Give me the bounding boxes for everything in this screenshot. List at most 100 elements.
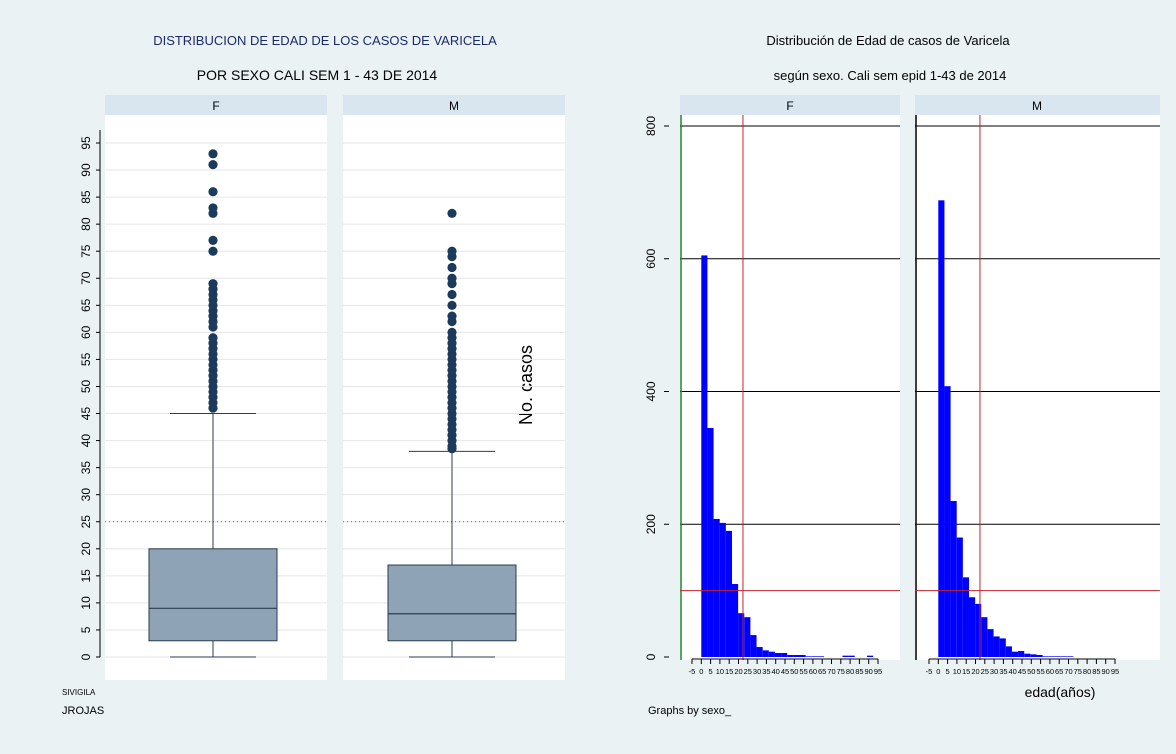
box-f-outlier [208, 187, 218, 197]
hist-f-bar [744, 617, 751, 657]
box-m-iqr-box [387, 564, 517, 642]
hist-m-bar [1030, 654, 1037, 657]
hist-f-bar [756, 647, 763, 657]
box-f-iqr-box [148, 548, 278, 642]
hist-f-x-tick-label: 30 [753, 667, 761, 676]
hist-f-bar [781, 653, 788, 657]
hist-y-tick-label: 0 [644, 653, 658, 660]
box-m-outlier [447, 311, 457, 321]
hist-m-x-tick-label: 45 [1018, 667, 1026, 676]
note-graphs-by: Graphs by sexo_ [648, 705, 732, 717]
box-panel-m-header [343, 95, 565, 115]
hist-x-axis-label: edad(años) [1025, 684, 1096, 700]
hist-f-bar [701, 255, 708, 657]
box-y-tick-label: 35 [79, 461, 93, 475]
hist-f-x-tick-label: 75 [837, 667, 845, 676]
hist-panel-f-header [680, 95, 900, 115]
right-chart-title: Distribución de Edad de casos de Varicel… [766, 33, 1010, 48]
hist-y-tick-label: 800 [644, 116, 658, 136]
hist-m-x-tick-label: 95 [1111, 667, 1119, 676]
box-panel-f-header [105, 95, 327, 115]
hist-m-x-tick-label: 60 [1046, 667, 1054, 676]
hist-m-bar [1067, 656, 1074, 657]
box-f-outlier [208, 235, 218, 245]
box-y-tick-label: 90 [79, 163, 93, 177]
hist-f-x-tick-label: 35 [762, 667, 770, 676]
box-y-tick-label: 70 [79, 271, 93, 285]
hist-f-x-tick-label: 15 [725, 667, 733, 676]
hist-f-x-tick-label: 45 [781, 667, 789, 676]
hist-f-bar [762, 650, 769, 657]
box-f-outlier [208, 279, 218, 289]
hist-f-bar [719, 522, 726, 657]
hist-m-bar [962, 577, 969, 657]
hist-m-bar [993, 636, 1000, 657]
hist-f-x-tick-label: 85 [855, 667, 863, 676]
hist-f-x-tick-label: 65 [818, 667, 826, 676]
hist-m-x-tick-label: 40 [1009, 667, 1017, 676]
hist-f-bar [713, 518, 720, 657]
note-jrojas: JROJAS [62, 705, 104, 717]
hist-f-x-tick-label: 20 [734, 667, 742, 676]
hist-f-x-tick-label: 25 [744, 667, 752, 676]
hist-f-x-tick-label: 10 [716, 667, 724, 676]
hist-f-bar [805, 656, 812, 657]
hist-f-x-tick-label: 60 [809, 667, 817, 676]
hist-f-bar [799, 655, 806, 657]
hist-f-x-tick-label: 50 [790, 667, 798, 676]
left-chart-subtitle: POR SEXO CALI SEM 1 - 43 DE 2014 [197, 67, 438, 83]
hist-m-x-tick-label: 35 [999, 667, 1007, 676]
hist-f-bar [774, 653, 782, 657]
box-y-tick-label: 65 [79, 298, 93, 312]
box-m-outlier [447, 262, 457, 273]
hist-m-bar [1005, 646, 1012, 657]
hist-m-x-tick-label: 85 [1092, 667, 1100, 676]
left-chart-title: DISTRIBUCION DE EDAD DE LOS CASOS DE VAR… [153, 33, 497, 48]
box-y-tick-label: 50 [79, 379, 93, 393]
hist-y-tick-label: 600 [644, 248, 658, 268]
hist-m-x-tick-label: -5 [926, 667, 933, 676]
hist-f-x-tick-label: 95 [874, 667, 882, 676]
hist-m-x-tick-label: 90 [1102, 667, 1110, 676]
hist-f-bar [731, 583, 739, 657]
hist-m-bar [999, 638, 1006, 657]
hist-m-bar [956, 537, 963, 657]
hist-m-bar [1011, 651, 1019, 657]
hist-m-bar [938, 200, 945, 657]
box-y-tick-label: 15 [79, 569, 93, 583]
hist-m-bar [975, 603, 982, 657]
box-f-outlier [208, 203, 218, 213]
hist-m-bar [944, 386, 951, 657]
box-m-outlier [447, 273, 457, 283]
hist-panel-m-header [915, 95, 1160, 115]
hist-f-x-tick-label: 80 [846, 667, 854, 676]
hist-m-x-tick-label: 10 [953, 667, 961, 676]
hist-m-bar [968, 597, 976, 657]
box-f-outlier [208, 246, 218, 256]
hist-f-bar [750, 635, 757, 657]
hist-f-x-tick-label: 5 [709, 667, 713, 676]
hist-m-x-tick-label: 25 [981, 667, 989, 676]
box-f-outlier [208, 160, 218, 170]
box-m-outlier [447, 289, 457, 300]
hist-f-bar [707, 428, 714, 657]
hist-f-bar [787, 655, 794, 657]
box-y-tick-label: 10 [79, 596, 93, 610]
hist-f-bar [842, 655, 849, 657]
box-panel-m-label: M [449, 99, 459, 113]
box-y-tick-label: 75 [79, 244, 93, 258]
box-f-outlier [208, 149, 218, 159]
hist-f-x-tick-label: 0 [699, 667, 703, 676]
hist-f-bar [793, 655, 800, 657]
hist-m-x-tick-label: 55 [1036, 667, 1044, 676]
hist-m-x-tick-label: 80 [1083, 667, 1091, 676]
hist-m-bar [1054, 656, 1062, 657]
box-y-tick-label: 80 [79, 217, 93, 231]
hist-f-bar [848, 655, 855, 657]
hist-y-tick-label: 400 [644, 381, 658, 401]
hist-panel-f-label: F [786, 99, 793, 113]
hist-m-bar [1061, 656, 1068, 657]
hist-m-x-tick-label: 0 [936, 667, 940, 676]
box-m-outlier [447, 327, 457, 337]
